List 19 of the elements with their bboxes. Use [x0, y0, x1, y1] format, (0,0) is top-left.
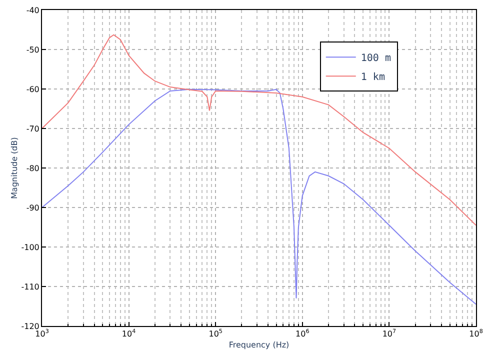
y-tick-label: -40 [26, 6, 40, 15]
y-tick-label: -80 [26, 164, 40, 173]
x-tick-label: 10$^{7}$ [382, 328, 397, 339]
y-tick-label: -120 [21, 322, 40, 331]
y-tick-label: -110 [21, 282, 40, 292]
x-axis-title: Frequency (Hz) [228, 340, 290, 350]
y-tick-label: -50 [26, 45, 40, 54]
legend-label: 100 m [360, 53, 391, 64]
y-tick-label: -60 [26, 84, 40, 94]
x-tick-label: 10$^{3}$ [35, 328, 50, 339]
y-tick-label: -100 [21, 242, 40, 252]
x-tick-label: 10$^{5}$ [208, 328, 223, 339]
y-tick-label: -90 [26, 203, 40, 212]
legend-label: 1 km [360, 72, 385, 83]
x-tick-label: 10$^{8}$ [469, 328, 484, 339]
x-tick-label: 10$^{6}$ [296, 328, 310, 339]
x-tick-label: 10$^{4}$ [122, 328, 136, 339]
y-tick-label: -70 [26, 124, 40, 134]
y-axis-title: Magnitude (dB) [10, 137, 19, 199]
